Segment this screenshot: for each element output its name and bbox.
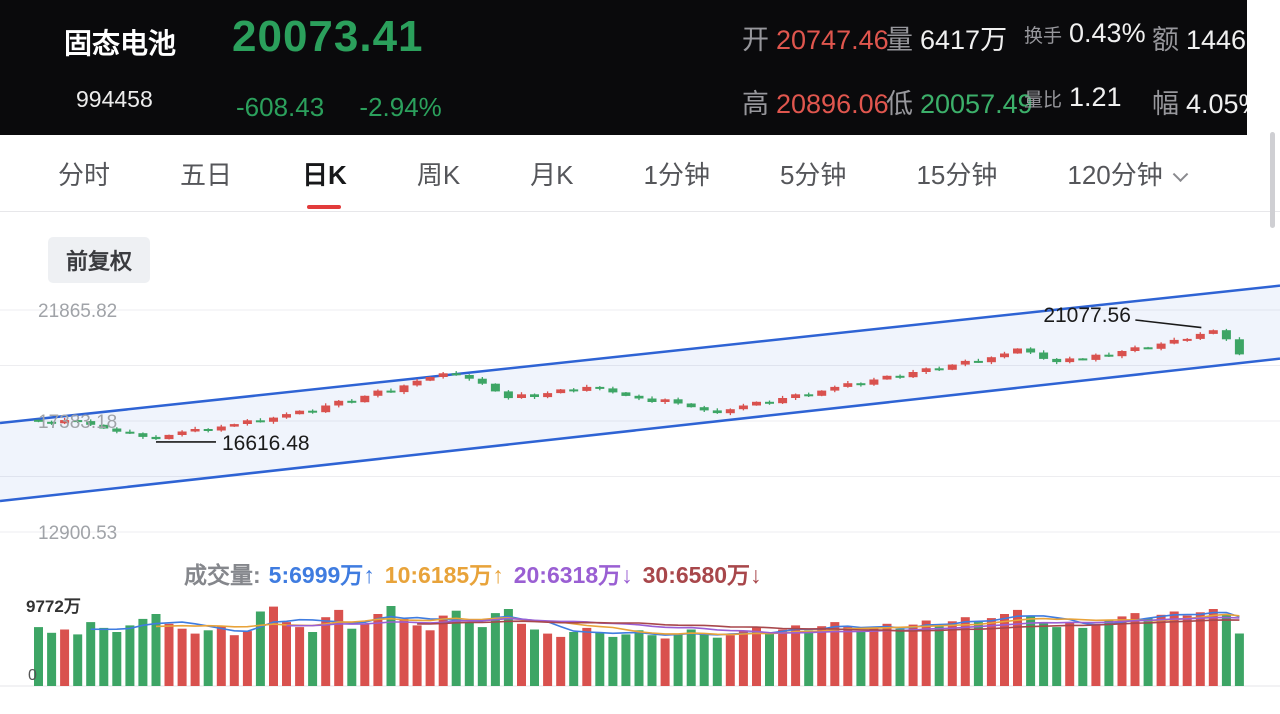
stock-name: 固态电池 <box>64 28 177 59</box>
tab-period-0[interactable]: 分时 <box>58 155 110 192</box>
svg-text:16616.48: 16616.48 <box>222 432 310 455</box>
stat-label: 量比 <box>1024 90 1063 111</box>
stat-value: 0.43% <box>1069 18 1146 48</box>
stat-label: 开 <box>742 25 769 55</box>
scrollbar-thumb[interactable] <box>1270 132 1275 228</box>
stock-header: 固态电池 994458 20073.41 -608.43 -2.94% 开 207… <box>0 0 1247 135</box>
adjust-mode-button[interactable]: 前复权 <box>48 237 151 283</box>
price-change-row: -608.43 -2.94% <box>236 92 442 123</box>
stat-label: 换手 <box>1024 26 1063 47</box>
tab-label: 1分钟 <box>643 159 710 190</box>
tab-label: 120分钟 <box>1067 159 1163 190</box>
tab-period-3[interactable]: 周K <box>417 155 460 192</box>
tab-period-4[interactable]: 月K <box>530 155 573 192</box>
svg-text:21077.56: 21077.56 <box>1043 304 1131 327</box>
tab-period-2[interactable]: 日K <box>302 155 347 192</box>
stat-amplitude: 幅4.05% <box>1152 82 1247 121</box>
stat-amount: 额 1446 <box>1152 18 1246 57</box>
tab-label: 五日 <box>180 159 233 190</box>
svg-text:17383.18: 17383.18 <box>38 412 117 433</box>
stat-low: 低 20057.49 <box>886 82 1033 121</box>
volume-ma-legend-item-3: 30:6580万↓ <box>642 562 762 588</box>
tab-bar: 分时 五日 日K 周K 月K 1分钟 5分钟 15分钟 120分钟 <box>0 135 1280 212</box>
stat-high: 高 20896.06 <box>742 82 889 121</box>
tab-label: 5分钟 <box>779 159 847 190</box>
stat-value: 20057.49 <box>920 89 1033 119</box>
stat-label: 高 <box>742 89 769 119</box>
tab-label: 周K <box>416 159 461 190</box>
stat-label: 量 <box>886 25 913 55</box>
stat-label: 额 <box>1152 25 1179 55</box>
stat-volume-ratio: 量比 1.21 <box>1024 82 1122 113</box>
change-percent: -2.94% <box>359 92 442 122</box>
tab-label: 日K <box>302 159 347 190</box>
stat-value: 4.05% <box>1186 89 1247 119</box>
stock-code: 994458 <box>76 86 153 112</box>
svg-text:0: 0 <box>28 667 37 684</box>
change-amount: -608.43 <box>236 92 325 122</box>
tab-period-6[interactable]: 5分钟 <box>780 155 846 192</box>
tab-period-5[interactable]: 1分钟 <box>644 155 710 192</box>
tab-label: 分时 <box>58 159 111 190</box>
stat-value: 20896.06 <box>776 89 889 119</box>
current-price: 20073.41 <box>232 12 424 61</box>
tab-period-1[interactable]: 五日 <box>180 155 232 192</box>
volume-ma-legend: 成交量: 5:6999万↑ 10:6185万↑ 20:6318万↓ 30:6580万↓ <box>184 556 772 590</box>
candlestick-chart[interactable]: 16616.48 21077.56 21865.82 17383.18 12900.53 <box>0 282 1280 548</box>
volume-ma-legend-item-0: 5:6999万↑ <box>268 562 375 588</box>
stat-label: 幅 <box>1152 89 1179 119</box>
stat-value: 1446 <box>1186 25 1247 55</box>
tab-label: 15分钟 <box>916 159 998 190</box>
stat-turnover: 换手 0.43% <box>1024 18 1146 49</box>
volume-ma-legend-item-1: 10:6185万↑ <box>384 562 504 588</box>
tab-label: 月K <box>530 159 574 190</box>
svg-text:12900.53: 12900.53 <box>38 523 117 544</box>
stat-value: 20747.46 <box>776 25 889 55</box>
chevron-down-icon <box>1172 165 1189 182</box>
stat-volume: 量 6417万 <box>886 18 1007 57</box>
volume-legend-prefix: 成交量: <box>184 562 261 588</box>
stat-value: 6417万 <box>920 25 1008 55</box>
volume-ma-legend-item-2: 20:6318万↓ <box>513 562 633 588</box>
stat-value: 1.21 <box>1069 82 1122 112</box>
svg-text:21865.82: 21865.82 <box>38 301 117 322</box>
stat-label: 低 <box>886 89 913 119</box>
volume-header: 成交量 成交量:5:6999万↑10:6185万↑20:6318万↓30:658… <box>0 548 1280 592</box>
tab-period-7[interactable]: 15分钟 <box>916 155 997 192</box>
tab-period-8[interactable]: 120分钟 <box>1067 155 1189 192</box>
volume-chart[interactable]: 9772万 0 <box>0 594 1280 689</box>
stat-open: 开 20747.46 <box>742 18 889 57</box>
svg-text:9772万: 9772万 <box>26 597 81 616</box>
